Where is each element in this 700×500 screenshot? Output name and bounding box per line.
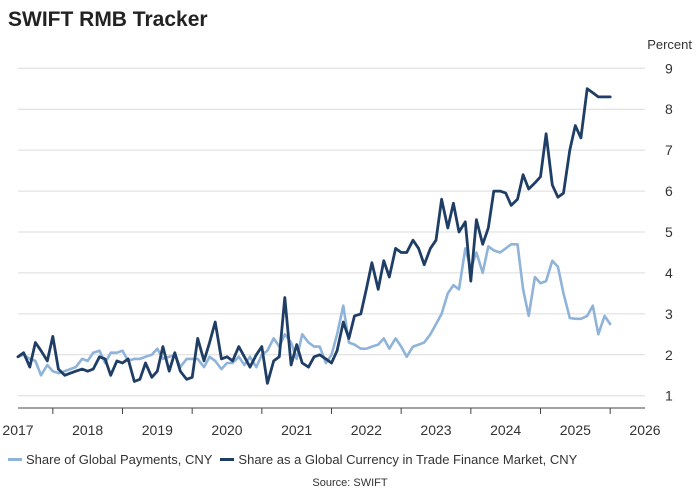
y-tick-label-3: 3	[665, 306, 673, 322]
y-tick-label-7: 7	[665, 142, 673, 158]
y-tick-label-5: 5	[665, 224, 673, 240]
chart-legend: Share of Global Payments, CNY Share as a…	[8, 452, 585, 467]
x-tick-label-2026: 2026	[629, 422, 660, 438]
legend-label-trade-finance: Share as a Global Currency in Trade Fina…	[238, 452, 578, 467]
x-tick-label-2023: 2023	[420, 422, 451, 438]
series-line-trade-finance	[16, 87, 612, 385]
x-tick-label-2024: 2024	[490, 422, 521, 438]
legend-swatch-trade-finance	[220, 458, 235, 461]
line-chart: 1 2 3 4 5 6 7 8 9 2017 2018 2019 2020 2021 2022 2023 202…	[2, 60, 673, 438]
x-tick-label-2020: 2020	[211, 422, 242, 438]
y-tick-label-8: 8	[665, 101, 673, 117]
x-tick-label-2018: 2018	[72, 422, 103, 438]
y-tick-label-9: 9	[665, 60, 673, 76]
legend-item-payments: Share of Global Payments, CNY	[8, 452, 212, 467]
y-tick-label-2: 2	[665, 347, 673, 363]
x-tick-label-2021: 2021	[281, 422, 312, 438]
legend-item-trade-finance: Share as a Global Currency in Trade Fina…	[220, 452, 577, 467]
source-note: Source: SWIFT	[312, 477, 388, 489]
y-axis-unit-label: Percent	[647, 37, 692, 52]
y-tick-label-6: 6	[665, 183, 673, 199]
x-tick-label-2025: 2025	[560, 422, 591, 438]
x-tick-label-2022: 2022	[351, 422, 382, 438]
y-tick-label-4: 4	[665, 265, 673, 281]
chart-title: SWIFT RMB Tracker	[8, 8, 208, 31]
legend-swatch-payments	[8, 458, 22, 461]
x-tick-label-2017: 2017	[2, 422, 33, 438]
x-tick-label-2019: 2019	[142, 422, 173, 438]
legend-label-payments: Share of Global Payments, CNY	[26, 452, 213, 467]
y-tick-label-1: 1	[665, 388, 673, 404]
series-line-payments	[16, 243, 612, 377]
